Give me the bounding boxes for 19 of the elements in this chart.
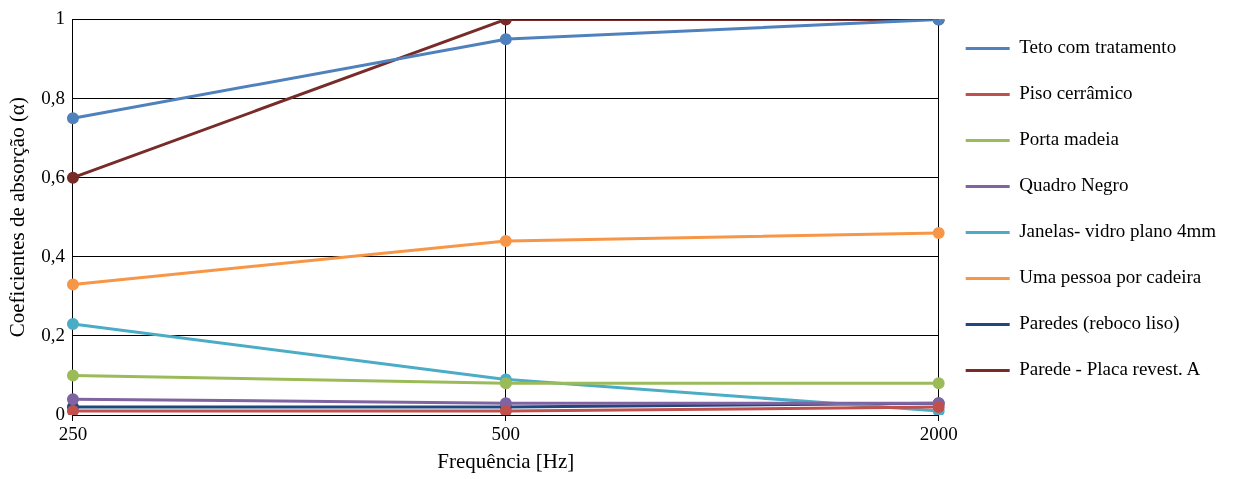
legend-label: Porta madeia <box>1019 128 1120 150</box>
y-axis-title: Coeficientes de absorção (α) <box>5 97 30 338</box>
y-tick-label: 0,2 <box>41 323 65 345</box>
y-tick-label: 0,4 <box>41 244 66 266</box>
legend-label: Parede - Placa revest. A <box>1019 358 1201 380</box>
legend-label: Quadro Negro <box>1019 174 1129 196</box>
legend-label: Uma pessoa por cadeira <box>1019 266 1202 288</box>
y-tick-label: 0 <box>55 402 65 424</box>
y-tick-label: 0,6 <box>41 165 65 187</box>
legend-label: Janelas- vidro plano 4mm <box>1019 220 1217 242</box>
legend-label: Piso cerrâmico <box>1019 82 1133 104</box>
x-tick-label: 250 <box>58 423 88 445</box>
y-tick-label: 0,8 <box>41 86 65 108</box>
x-axis-title: Frequência [Hz] <box>437 448 575 473</box>
legend-label: Paredes (reboco liso) <box>1019 312 1180 335</box>
legend-label: Teto com tratamento <box>1019 36 1177 58</box>
x-tick-label: 2000 <box>919 423 958 445</box>
y-tick-label: 1 <box>55 7 65 29</box>
x-tick-label: 500 <box>491 423 521 445</box>
